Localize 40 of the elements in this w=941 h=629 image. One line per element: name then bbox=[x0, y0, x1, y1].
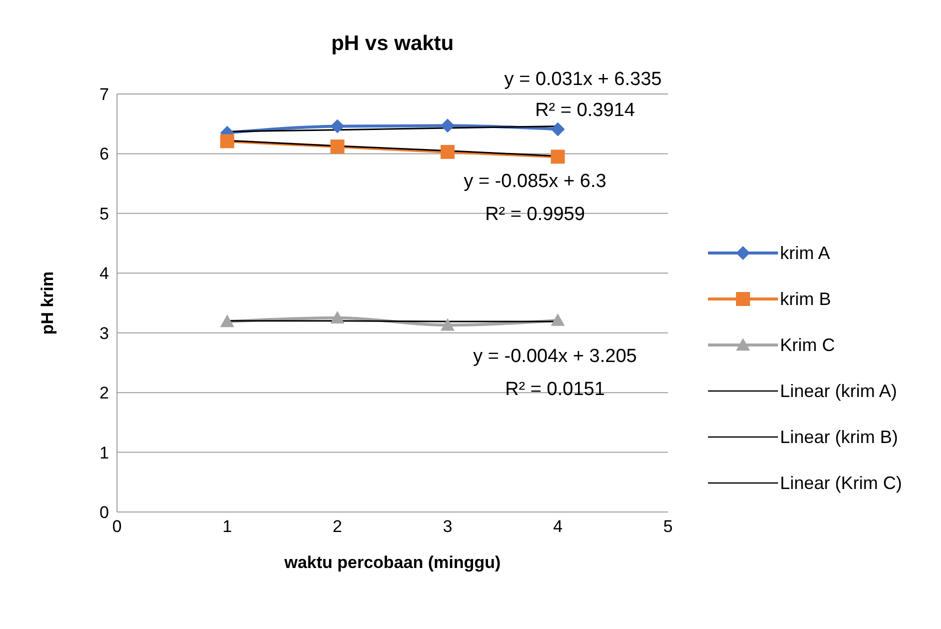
x-tick-label: 1 bbox=[222, 517, 232, 536]
legend-label: Linear (krim A) bbox=[780, 380, 898, 402]
point bbox=[440, 318, 455, 331]
y-tick-label: 1 bbox=[100, 443, 109, 462]
x-tick-label: 4 bbox=[553, 517, 563, 536]
point bbox=[330, 310, 344, 324]
annotation: R² = 0.3914 bbox=[534, 100, 636, 122]
legend-label: Krim C bbox=[780, 334, 835, 356]
point bbox=[220, 314, 234, 328]
x-axis-title: waktu percobaan (minggu) bbox=[283, 553, 501, 572]
x-tick-label: 5 bbox=[663, 517, 673, 536]
y-tick-label: 2 bbox=[100, 384, 109, 403]
legend-label: krim B bbox=[780, 288, 831, 310]
annotation: y = -0.085x + 6.3 bbox=[462, 171, 608, 193]
point bbox=[330, 119, 344, 134]
y-tick-label: 3 bbox=[100, 324, 109, 343]
chart-title: pH vs waktu bbox=[330, 32, 455, 56]
legend-label: krim A bbox=[780, 242, 830, 264]
x-tick-label: 3 bbox=[442, 517, 452, 536]
point bbox=[330, 140, 344, 154]
point bbox=[550, 313, 565, 326]
point bbox=[550, 150, 565, 164]
y-tick-label: 4 bbox=[100, 264, 109, 284]
y-tick-label: 0 bbox=[100, 503, 109, 522]
point bbox=[550, 122, 565, 136]
x-tick-label: 2 bbox=[332, 517, 342, 536]
point bbox=[220, 134, 234, 148]
y-tick-label: 5 bbox=[100, 204, 109, 224]
legend-label: Linear (krim B) bbox=[780, 426, 898, 448]
text: y = 0.031x + 6.335 bbox=[503, 69, 663, 91]
annotation: R² = 0.0151 bbox=[504, 379, 606, 401]
legend-label: Linear (Krim C) bbox=[780, 472, 902, 494]
annotation: y = -0.004x + 3.205 bbox=[472, 346, 638, 368]
y-tick-label: 6 bbox=[100, 144, 109, 164]
point bbox=[440, 144, 455, 159]
annotation: R² = 0.9959 bbox=[484, 204, 586, 226]
y-tick-label: 7 bbox=[100, 85, 109, 104]
point bbox=[440, 118, 455, 133]
x-tick-label: 0 bbox=[112, 517, 122, 536]
y-axis-title: pH krim bbox=[38, 271, 58, 335]
